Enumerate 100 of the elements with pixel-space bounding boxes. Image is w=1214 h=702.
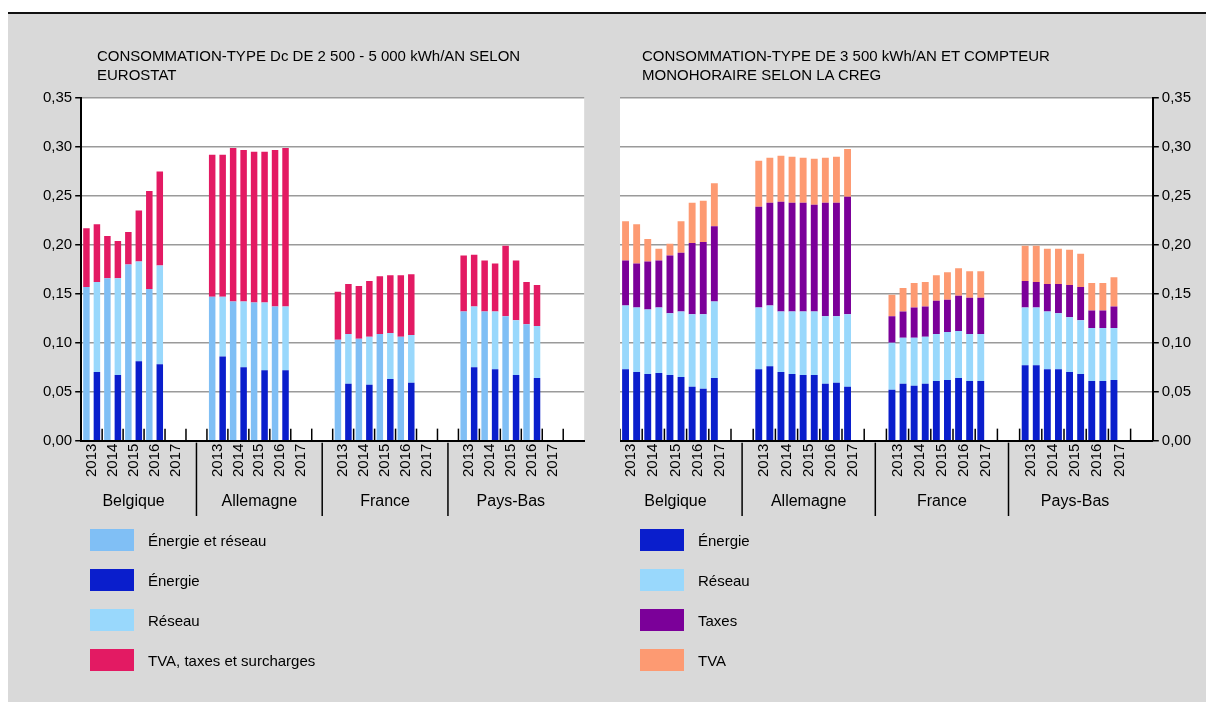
bar	[387, 378, 394, 440]
bar	[710, 377, 718, 440]
bar	[977, 380, 985, 440]
bar	[334, 291, 342, 340]
bar	[1021, 307, 1029, 366]
bar	[844, 196, 851, 315]
bar	[977, 333, 985, 381]
bar	[240, 367, 247, 440]
bar	[1021, 281, 1029, 308]
bar	[699, 200, 707, 242]
bar	[1021, 245, 1029, 282]
bar	[491, 369, 499, 440]
bar	[261, 302, 268, 371]
bar	[977, 271, 985, 298]
bar	[240, 301, 247, 368]
bar	[208, 296, 216, 440]
bar	[810, 311, 818, 376]
bar	[932, 275, 940, 301]
x-tick-label: 2013	[207, 443, 225, 478]
bar	[633, 307, 641, 373]
bar	[135, 361, 143, 440]
y2-tick-label: 0,35	[1161, 88, 1192, 106]
bar	[282, 370, 289, 440]
bar	[1099, 310, 1107, 329]
bar	[125, 264, 132, 440]
bar	[376, 333, 384, 440]
bar	[387, 275, 394, 333]
bar	[910, 283, 918, 308]
bar	[710, 301, 718, 378]
x-tick-label: 2017	[976, 443, 994, 478]
bar	[799, 157, 807, 203]
bar	[688, 386, 696, 440]
bar	[977, 297, 985, 334]
y2-tick-label: 0,25	[1161, 186, 1192, 204]
bar	[622, 260, 629, 306]
bar	[966, 333, 974, 381]
bar	[470, 306, 478, 368]
bar	[1055, 313, 1062, 370]
x-tick-label: 2016	[144, 443, 162, 478]
bar	[146, 191, 153, 289]
bar	[966, 297, 974, 334]
bar	[104, 236, 111, 279]
bar	[1066, 317, 1073, 373]
bar	[622, 221, 629, 261]
x-tick-label: 2013	[754, 443, 772, 478]
x-tick-label: 2017	[165, 443, 183, 478]
legend-label: Énergie et réseau	[148, 531, 267, 549]
bar	[261, 151, 268, 303]
text: Allemagne	[770, 492, 847, 509]
bar	[688, 242, 696, 315]
bar	[460, 311, 467, 440]
bar	[622, 369, 629, 440]
bar	[910, 337, 918, 386]
bar	[1043, 248, 1051, 284]
y-tick-label: 0,15	[42, 283, 73, 301]
bar	[1077, 374, 1085, 440]
bar	[1099, 380, 1107, 440]
bar	[921, 282, 929, 307]
bar	[261, 370, 268, 440]
bar	[655, 373, 663, 440]
bar	[125, 232, 132, 265]
text: Pays-Bas	[1040, 492, 1110, 509]
bar	[821, 383, 829, 440]
bar	[135, 261, 143, 362]
bar	[491, 263, 499, 312]
bar	[271, 149, 279, 307]
x-tick-label: 2017	[710, 443, 728, 478]
x-tick-label: 2017	[291, 443, 309, 478]
x-tick-label: 2016	[954, 443, 972, 478]
legend-label: TVA	[698, 651, 727, 669]
bar	[1043, 284, 1051, 312]
y2-tick-label: 0,15	[1161, 283, 1192, 301]
bar	[366, 384, 373, 440]
bar	[397, 336, 405, 440]
bar	[944, 299, 951, 332]
bar	[699, 241, 707, 315]
x-tick-label: 2014	[480, 443, 498, 478]
bar	[1077, 320, 1085, 375]
x-tick-label: 2016	[396, 443, 414, 478]
bar	[944, 272, 951, 300]
bar	[833, 156, 840, 203]
bar	[250, 151, 258, 303]
x-tick-label: 2013	[621, 443, 639, 478]
bar	[156, 364, 164, 440]
bar	[955, 330, 962, 378]
bar	[966, 271, 974, 298]
bar	[366, 281, 373, 337]
bar	[932, 333, 940, 381]
bar	[114, 240, 122, 279]
bar	[644, 238, 652, 262]
bar	[821, 202, 829, 317]
bar	[710, 226, 718, 302]
bar	[644, 261, 652, 310]
bar	[844, 148, 851, 197]
bar	[755, 369, 763, 440]
y-tick-label: 0,10	[42, 332, 73, 350]
bar	[844, 386, 851, 440]
bar	[1032, 282, 1040, 308]
bar	[1077, 253, 1085, 287]
text: Belgique	[644, 492, 707, 509]
